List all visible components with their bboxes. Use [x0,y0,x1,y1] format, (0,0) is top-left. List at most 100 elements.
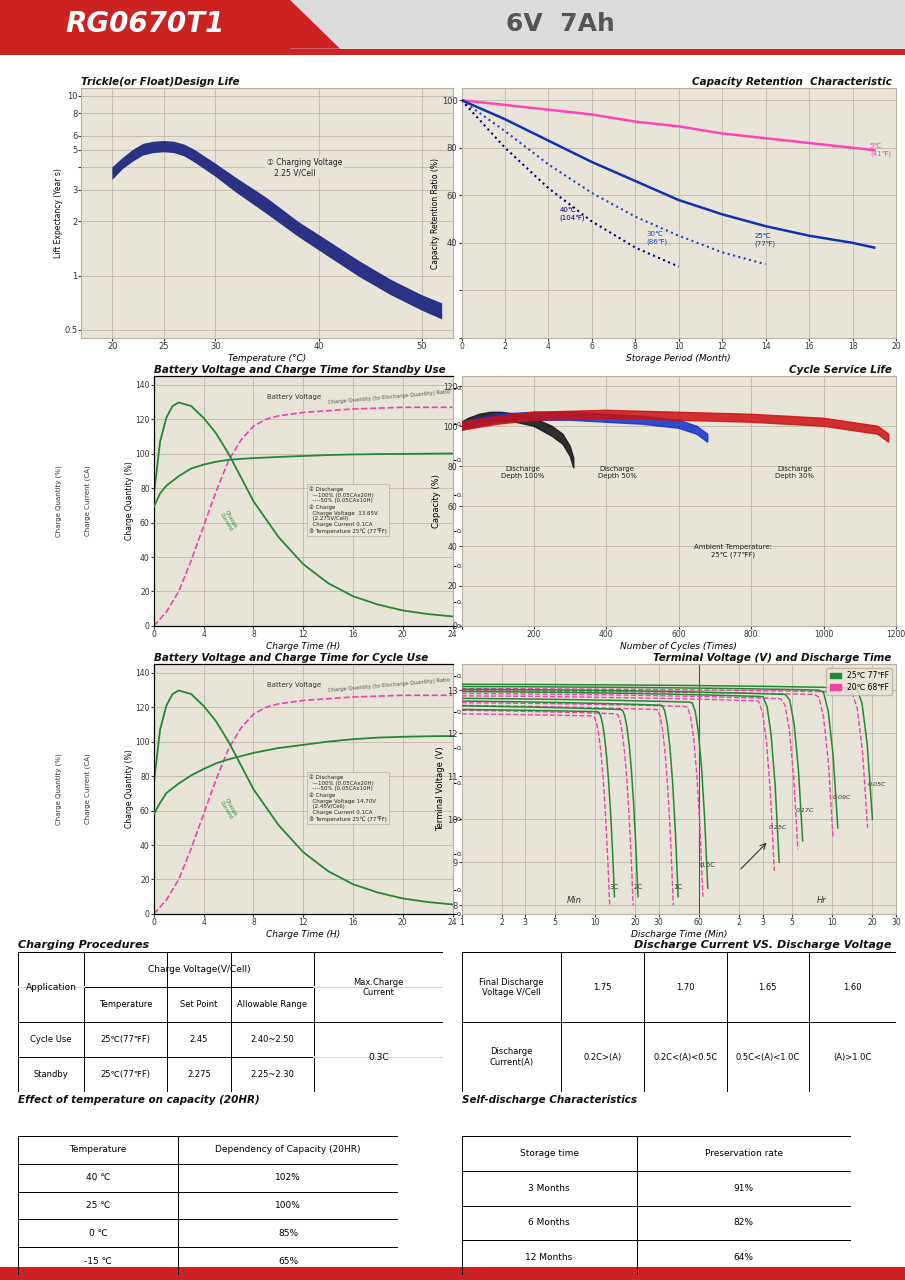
Bar [290,0,905,49]
X-axis label: Charge Time (H): Charge Time (H) [266,929,340,938]
Polygon shape [462,412,708,442]
Text: 2C: 2C [634,883,643,890]
Text: 1C: 1C [673,883,682,890]
Text: 91%: 91% [734,1184,754,1193]
Text: Battery Voltage: Battery Voltage [267,394,321,399]
Text: 40℃
(104℉): 40℃ (104℉) [559,207,585,220]
Text: Charge Current (CA): Charge Current (CA) [84,754,91,824]
Text: Charge Current (CA): Charge Current (CA) [84,466,91,536]
Y-axis label: Lift Expectancy (Year s): Lift Expectancy (Year s) [53,168,62,259]
Text: Storage time: Storage time [519,1148,578,1157]
Y-axis label: Capacity Retention Ratio (%): Capacity Retention Ratio (%) [432,157,440,269]
Text: 2.40~2.50: 2.40~2.50 [251,1036,294,1044]
Text: 5℃
(41℉): 5℃ (41℉) [870,143,891,157]
Text: Charging Procedures: Charging Procedures [18,940,149,950]
X-axis label: Temperature (°C): Temperature (°C) [228,353,306,362]
Text: 82%: 82% [734,1219,754,1228]
Legend: 25℃ 77℉F, 20℃ 68℉F: 25℃ 77℉F, 20℃ 68℉F [826,668,892,695]
Text: 65%: 65% [278,1257,298,1266]
Text: Final Discharge
Voltage V/Cell: Final Discharge Voltage V/Cell [480,978,544,997]
Text: -15 ℃: -15 ℃ [84,1257,112,1266]
Text: Min: Min [567,896,582,905]
Text: 25 ℃: 25 ℃ [86,1201,110,1210]
Text: Dependency of Capacity (20HR): Dependency of Capacity (20HR) [215,1146,361,1155]
Text: 25℃(77℉F): 25℃(77℉F) [100,1036,150,1044]
Text: Preservation rate: Preservation rate [705,1148,783,1157]
Text: Effect of temperature on capacity (20HR): Effect of temperature on capacity (20HR) [18,1094,260,1105]
Text: Charge Quantity (%): Charge Quantity (%) [55,753,62,826]
Text: Temperature: Temperature [70,1146,127,1155]
Text: ① Discharge
  —100% (0.05CAx20H)
  ----50% (0.05CAx10H)
② Charge
  Charge Voltag: ① Discharge —100% (0.05CAx20H) ----50% (… [310,774,387,822]
Text: Cycle Service Life: Cycle Service Life [789,365,891,375]
Text: 1.60: 1.60 [843,983,862,992]
Text: 0.5C<(A)<1.0C: 0.5C<(A)<1.0C [736,1052,800,1061]
Text: Charge Quantity (to-Discharge Quantity) Ratio: Charge Quantity (to-Discharge Quantity) … [327,677,450,692]
Text: 0.17C: 0.17C [795,808,814,813]
Text: Discharge Current VS. Discharge Voltage: Discharge Current VS. Discharge Voltage [634,940,891,950]
Text: 85%: 85% [278,1229,298,1238]
Text: ① Charging Voltage
   2.25 V/Cell: ① Charging Voltage 2.25 V/Cell [267,159,342,178]
Text: 6V  7Ah: 6V 7Ah [506,13,614,36]
Text: Cycle Use: Cycle Use [30,1036,71,1044]
Text: Terminal Voltage (V) and Discharge Time: Terminal Voltage (V) and Discharge Time [653,653,891,663]
Y-axis label: Terminal Voltage (V): Terminal Voltage (V) [436,746,445,832]
Text: Application: Application [25,983,77,992]
Text: 64%: 64% [734,1253,754,1262]
Text: RG0670T1: RG0670T1 [65,10,224,38]
Text: Charge
Current: Charge Current [219,797,238,820]
Text: 0.09C: 0.09C [833,795,851,800]
Text: Capacity Retention  Characteristic: Capacity Retention Characteristic [691,77,891,87]
Text: Max.Charge
Current: Max.Charge Current [353,978,404,997]
Text: 0.2C<(A)<0.5C: 0.2C<(A)<0.5C [653,1052,718,1061]
Text: 100%: 100% [275,1201,300,1210]
Polygon shape [112,141,443,320]
Text: Set Point: Set Point [180,1000,217,1009]
X-axis label: Storage Period (Month): Storage Period (Month) [626,353,731,362]
Text: Charge Voltage(V/Cell): Charge Voltage(V/Cell) [148,965,250,974]
Text: Charge Quantity (%): Charge Quantity (%) [55,465,62,538]
Text: Standby: Standby [33,1070,69,1079]
Text: 102%: 102% [275,1172,300,1181]
Text: Battery Voltage (V) /Per Cell: Battery Voltage (V) /Per Cell [465,457,471,545]
Text: 0.3C: 0.3C [368,1052,389,1061]
Text: 1.65: 1.65 [758,983,777,992]
Text: Hr: Hr [817,896,826,905]
Text: Discharge
Depth 50%: Discharge Depth 50% [598,466,636,479]
Polygon shape [240,0,340,49]
Text: Discharge
Current(A): Discharge Current(A) [490,1047,534,1066]
Text: Charge
Current: Charge Current [219,509,238,532]
Text: 2.45: 2.45 [190,1036,208,1044]
Text: (A)>1.0C: (A)>1.0C [834,1052,872,1061]
Text: ① Discharge
  —100% (0.05CAx20H)
  ----50% (0.05CAx10H)
② Charge
  Charge Voltag: ① Discharge —100% (0.05CAx20H) ----50% (… [310,486,387,534]
Polygon shape [462,412,574,468]
Polygon shape [462,411,889,442]
Y-axis label: Charge Quantity (%): Charge Quantity (%) [125,462,134,540]
Text: Discharge
Depth 100%: Discharge Depth 100% [501,466,545,479]
Text: Temperature: Temperature [99,1000,152,1009]
X-axis label: Number of Cycles (Times): Number of Cycles (Times) [620,641,738,650]
Text: 25℃(77℉F): 25℃(77℉F) [100,1070,150,1079]
Text: 6 Months: 6 Months [529,1219,570,1228]
Text: Discharge
Depth 30%: Discharge Depth 30% [775,466,814,479]
Text: Self-discharge Characteristics: Self-discharge Characteristics [462,1094,636,1105]
Text: Battery Voltage and Charge Time for Standby Use: Battery Voltage and Charge Time for Stan… [154,365,445,375]
Text: Trickle(or Float)Design Life: Trickle(or Float)Design Life [81,77,240,87]
Text: Battery Voltage (V) /Per Cell: Battery Voltage (V) /Per Cell [465,745,471,833]
Text: 0.6C: 0.6C [700,863,716,868]
Text: Charge Quantity (to-Discharge Quantity) Ratio: Charge Quantity (to-Discharge Quantity) … [327,389,450,404]
Text: 1.70: 1.70 [676,983,694,992]
Text: 3C: 3C [610,883,619,890]
Text: 2.275: 2.275 [187,1070,211,1079]
Text: 0.05C: 0.05C [867,782,886,787]
Text: 0 ℃: 0 ℃ [89,1229,108,1238]
Text: 40 ℃: 40 ℃ [86,1172,110,1181]
Text: 25℃
(77℉): 25℃ (77℉) [755,233,776,247]
Text: 3 Months: 3 Months [529,1184,570,1193]
X-axis label: Discharge Time (Min): Discharge Time (Min) [631,929,727,938]
Text: Battery Voltage and Charge Time for Cycle Use: Battery Voltage and Charge Time for Cycl… [154,653,428,663]
Text: 0.25C: 0.25C [768,826,787,831]
Text: 30℃
(86℉): 30℃ (86℉) [646,230,667,244]
Y-axis label: Capacity (%): Capacity (%) [433,474,442,529]
Text: 1.75: 1.75 [594,983,612,992]
Text: Ambient Temperature:
25℃ (77℉F): Ambient Temperature: 25℃ (77℉F) [694,544,772,558]
